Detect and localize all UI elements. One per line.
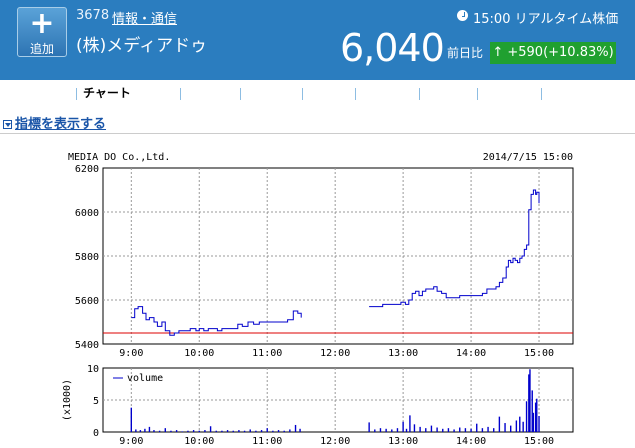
price-grid: [103, 168, 573, 344]
y-tick-label: 5400: [75, 340, 99, 351]
y-tick-label: 6000: [75, 208, 99, 219]
tab-message-board[interactable]: 掲示板: [311, 86, 348, 100]
tab-report[interactable]: レポート: [427, 86, 476, 100]
realtime-status: 15:00 リアルタイム株価: [473, 8, 618, 27]
price-series-line: [131, 189, 540, 336]
tab-timeseries[interactable]: 時系列: [137, 86, 174, 100]
realtime-label: リアルタイム株価: [514, 12, 619, 27]
y-tick-label: 5800: [75, 252, 99, 263]
price-y-axis: 5400 5600 5800 6000 6200: [75, 164, 99, 351]
x-tick-label: 11:00: [252, 436, 282, 447]
volume-axis-label: (x1000): [62, 379, 73, 421]
volume-bars: [130, 369, 540, 432]
tab-divider: [419, 88, 420, 100]
x-tick-label: 9:00: [119, 436, 143, 447]
chart-title-right: 2014/7/15 15:00: [483, 152, 573, 163]
company-name: (株)メディアドゥ: [76, 36, 208, 56]
tab-minkabu[interactable]: みんかぶ: [549, 86, 598, 100]
price-plot-area: [102, 167, 574, 345]
tab-divider: [541, 88, 542, 100]
volume-x-axis: 9:00 10:00 11:00 12:00 13:00 14:00 15:00: [119, 436, 554, 447]
y-tick-label: 10: [87, 364, 99, 375]
tab-details[interactable]: 詳細情報: [20, 86, 69, 100]
x-tick-label: 9:00: [119, 348, 143, 359]
x-tick-label: 11:00: [252, 348, 282, 359]
prev-day-label: 前日比: [447, 46, 484, 60]
y-tick-label: 5600: [75, 296, 99, 307]
tab-divider: [355, 88, 356, 100]
change-value: +590(+10.83%): [507, 45, 614, 60]
price-x-axis: 9:00 10:00 11:00 12:00 13:00 14:00 15:00: [119, 348, 554, 359]
x-tick-label: 14:00: [456, 436, 486, 447]
expand-icon: [3, 120, 12, 129]
stock-nav-tabs: 詳細情報 チャート 時系列 ニュース 企業情報 掲示板 株主優待 レポート 業績…: [0, 83, 635, 105]
tab-earnings-forecast[interactable]: 業績予報: [486, 86, 535, 100]
add-to-portfolio-button[interactable]: + 追加: [17, 7, 67, 57]
clock-icon: [457, 10, 468, 21]
x-tick-label: 13:00: [388, 348, 418, 359]
tab-divider: [302, 88, 303, 100]
show-indicators-toggle[interactable]: 指標を表示する: [3, 113, 106, 132]
tab-news[interactable]: ニュース: [189, 86, 237, 100]
divider: [0, 133, 635, 134]
volume-legend-label: volume: [127, 373, 163, 384]
y-tick-label: 0: [93, 428, 99, 439]
x-tick-label: 15:00: [524, 348, 554, 359]
x-tick-label: 15:00: [524, 436, 554, 447]
x-tick-label: 14:00: [456, 348, 486, 359]
stock-code: 3678: [76, 8, 110, 23]
tab-divider: [240, 88, 241, 100]
y-tick-label: 5: [93, 396, 99, 407]
stock-header: + 追加 3678 情報・通信 (株)メディアドゥ 15:00 リアルタイム株価…: [0, 0, 635, 80]
x-tick-label: 10:00: [184, 436, 214, 447]
tab-divider: [477, 88, 478, 100]
volume-plot-area: [102, 367, 574, 433]
add-button-label: 追加: [29, 42, 54, 56]
x-tick-label: 13:00: [388, 436, 418, 447]
current-price: 6,040: [340, 26, 445, 70]
plus-icon: +: [29, 6, 55, 41]
sector-link[interactable]: 情報・通信: [112, 12, 178, 27]
volume-y-axis: 0 5 10: [87, 364, 99, 439]
show-indicators-label: 指標を表示する: [15, 117, 107, 132]
x-tick-label: 10:00: [184, 348, 214, 359]
chart-title-left: MEDIA DO Co.,Ltd.: [68, 152, 170, 163]
x-tick-label: 12:00: [320, 348, 350, 359]
tab-shareholder-benefits[interactable]: 株主優待: [363, 86, 412, 100]
tab-divider: [180, 88, 181, 100]
change-badge: ↑ +590(+10.83%): [490, 42, 616, 64]
tab-chart[interactable]: チャート: [79, 83, 135, 105]
y-tick-label: 6200: [75, 164, 99, 175]
tab-divider: [76, 88, 77, 100]
x-tick-label: 12:00: [320, 436, 350, 447]
quote-time: 15:00: [473, 12, 511, 27]
up-arrow-icon: ↑: [492, 45, 504, 60]
tab-company-info[interactable]: 企業情報: [249, 86, 298, 100]
